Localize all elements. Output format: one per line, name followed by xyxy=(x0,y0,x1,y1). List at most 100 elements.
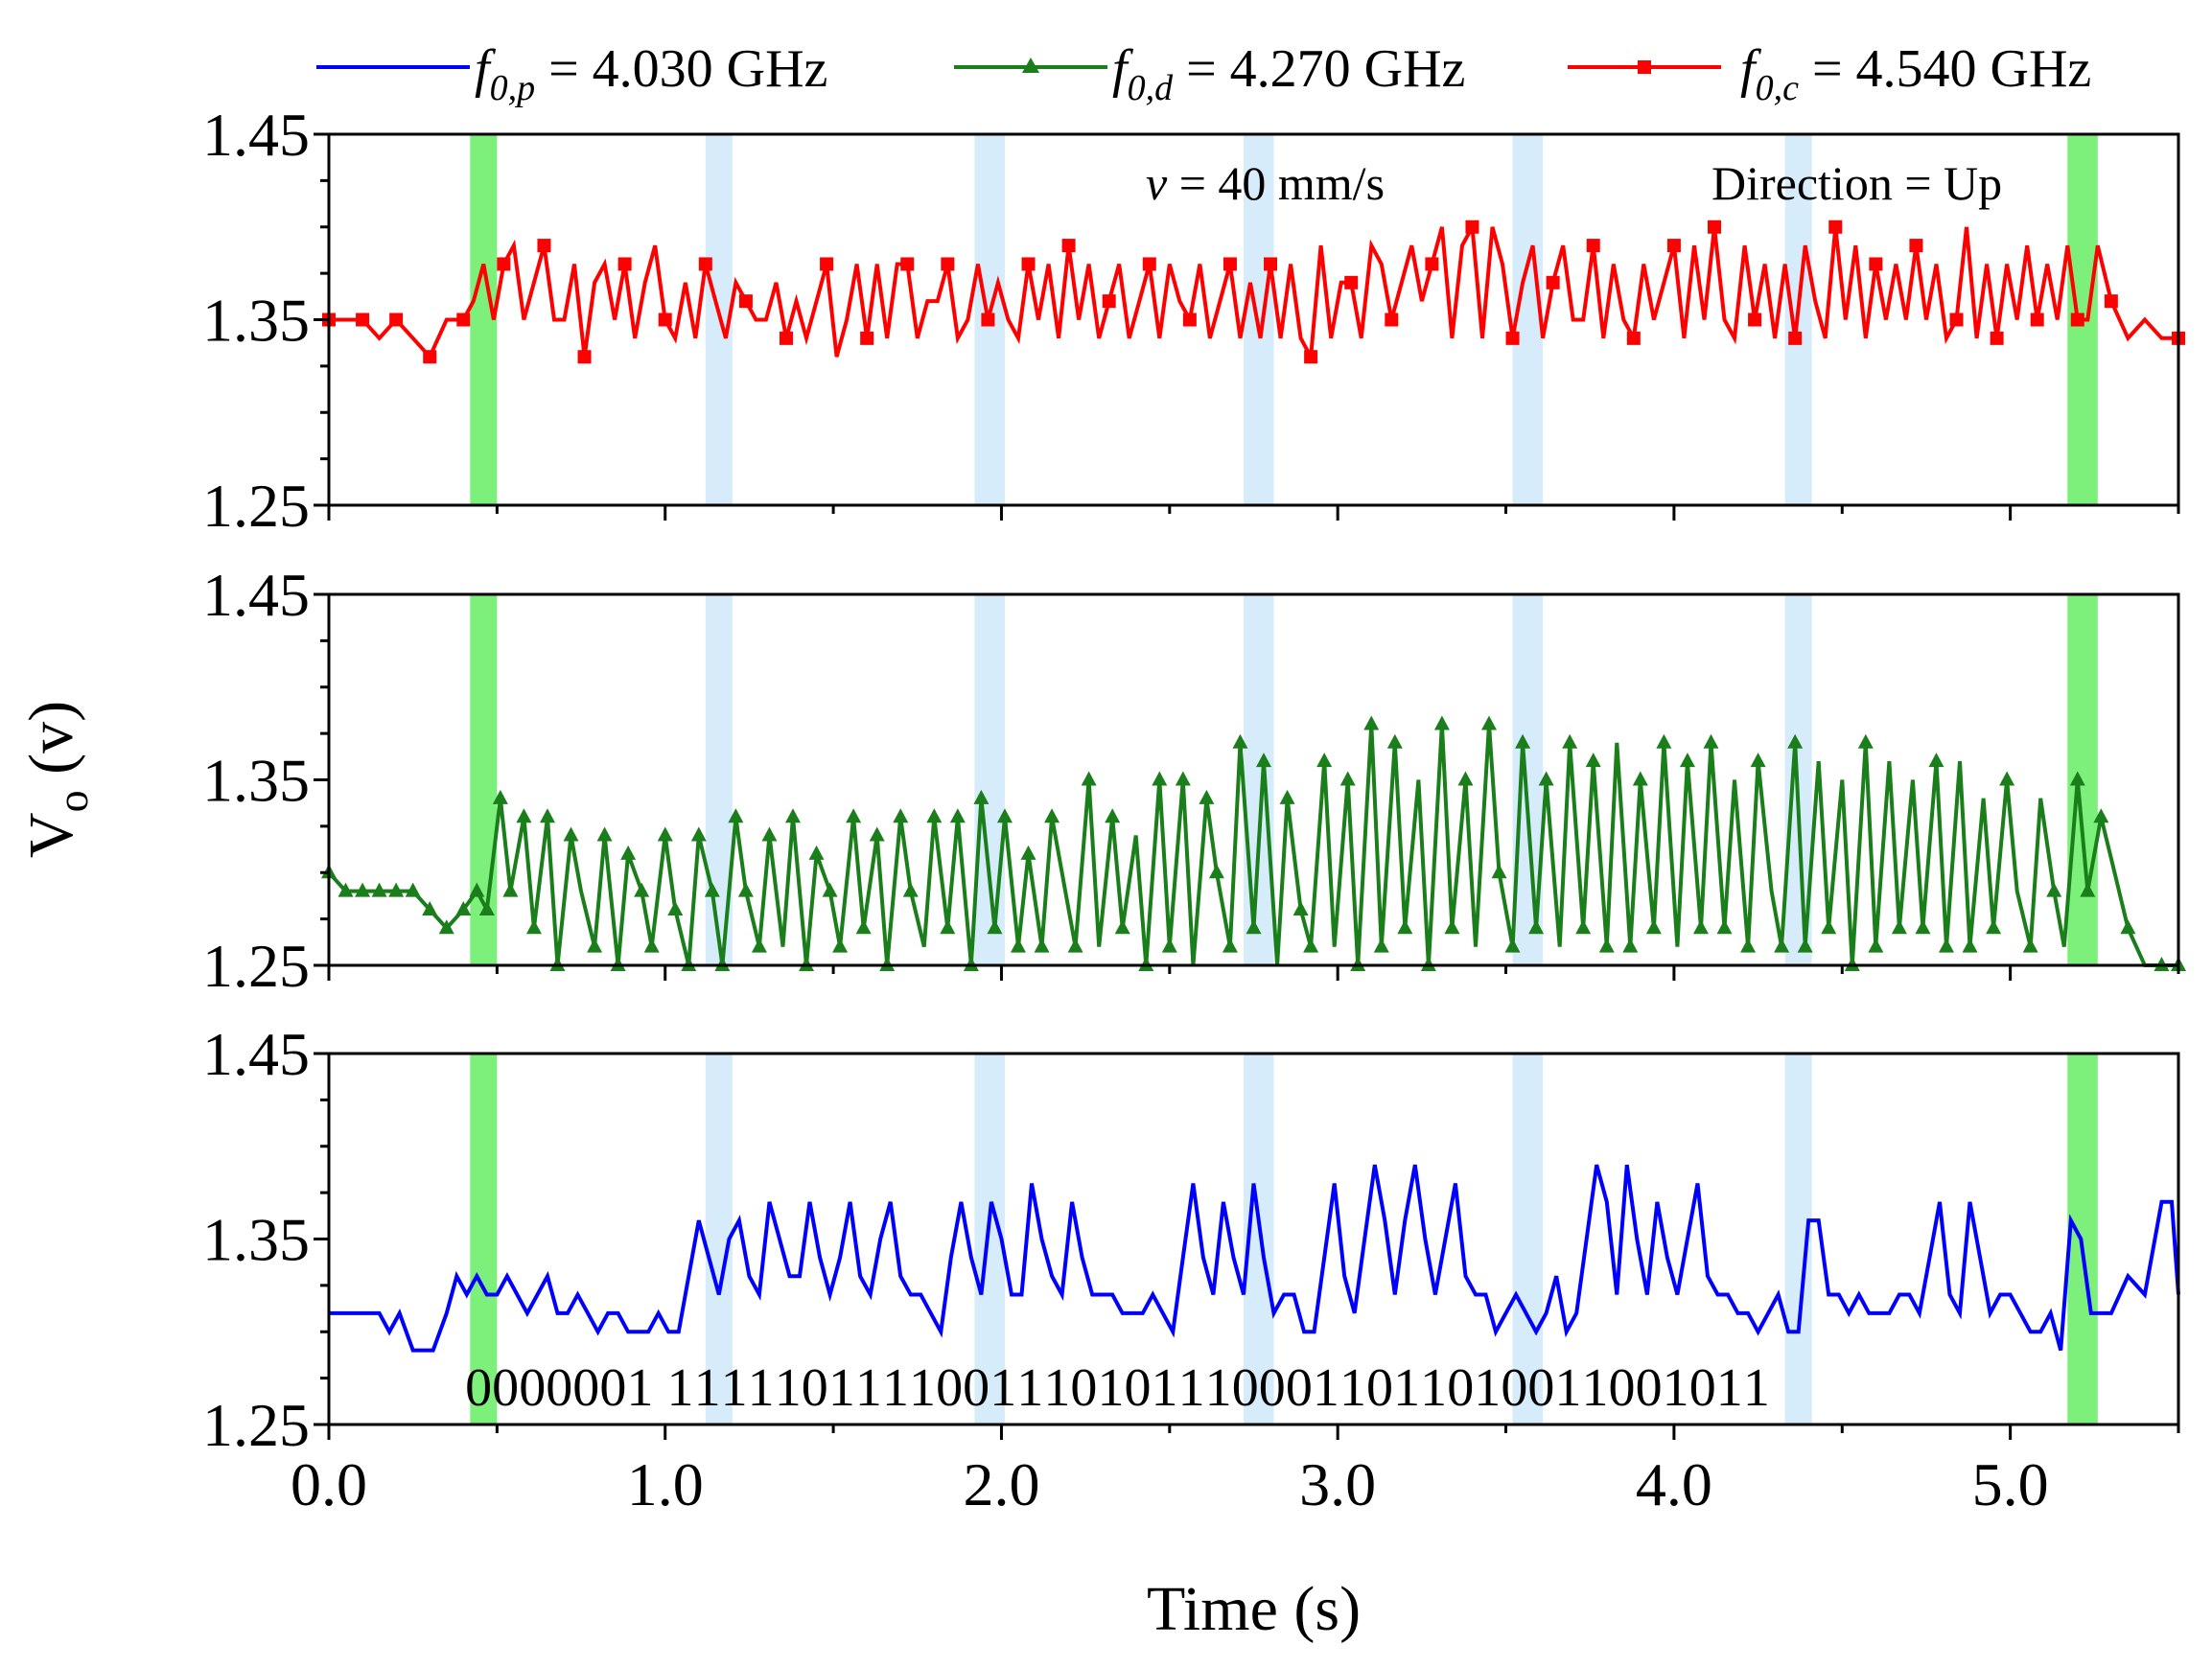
bit-label: 1 xyxy=(748,1358,775,1418)
data-point-f0d xyxy=(1114,919,1130,935)
data-point-f0d xyxy=(2120,919,2136,935)
data-point-f0d xyxy=(1491,864,1507,879)
data-point-f0d xyxy=(1010,938,1026,953)
data-point-f0c xyxy=(1748,313,1762,327)
data-point-f0d xyxy=(1868,938,1884,953)
data-point-f0d xyxy=(1020,845,1036,860)
data-point-f0d xyxy=(469,882,485,897)
y-tick-label: 1.35 xyxy=(202,1206,310,1274)
bit-label: 0 xyxy=(1527,1358,1554,1418)
data-point-f0d xyxy=(728,808,744,823)
bit-label: 1 xyxy=(1043,1358,1070,1418)
x-axis-label: Time (s) xyxy=(1147,1574,1361,1644)
data-point-f0d xyxy=(1034,938,1050,953)
highlight-band-green xyxy=(470,1054,498,1425)
data-point-f0d xyxy=(751,938,767,953)
data-point-f0d xyxy=(808,845,825,860)
data-point-f0d xyxy=(1575,919,1592,935)
data-point-f0d xyxy=(902,882,919,897)
data-point-f0d xyxy=(596,826,613,842)
data-point-f0c xyxy=(389,313,404,327)
x-tick-label: 2.0 xyxy=(963,1450,1039,1518)
bit-label: 1 xyxy=(855,1358,882,1418)
bit-label: 0 xyxy=(1070,1358,1097,1418)
data-point-f0d xyxy=(1152,771,1168,786)
data-point-f0c xyxy=(1021,257,1036,271)
data-point-f0d xyxy=(667,900,684,915)
data-point-f0d xyxy=(502,882,519,897)
data-point-f0d xyxy=(1515,733,1531,749)
bit-label: 0 xyxy=(1609,1358,1636,1418)
data-point-f0c xyxy=(617,257,632,271)
data-point-f0d xyxy=(478,900,495,915)
series-line-f0p xyxy=(329,1164,2180,1353)
data-point-f0d xyxy=(926,808,943,823)
x-tick-label: 1.0 xyxy=(627,1450,704,1518)
bit-label: 0 xyxy=(599,1358,626,1418)
data-point-f0d xyxy=(371,882,387,897)
data-point-f0c xyxy=(941,257,955,271)
data-point-f0d xyxy=(1316,753,1333,768)
data-point-f0c xyxy=(1142,257,1156,271)
annotations: v = 40 mm/s Direction = Up xyxy=(1146,156,2002,210)
bit-label: 0 xyxy=(802,1358,828,1418)
velocity-annotation: v = 40 mm/s xyxy=(1146,156,1385,210)
data-point-f0d xyxy=(1175,771,1191,786)
y-tick-label: 1.25 xyxy=(202,472,310,540)
y-tick-label: 1.25 xyxy=(202,932,310,1000)
data-point-f0c xyxy=(2070,313,2084,327)
y-axis-label: Vo (v) xyxy=(16,701,97,858)
data-point-f0d xyxy=(563,826,579,842)
data-point-f0d xyxy=(1891,919,1907,935)
x-tick-label: 5.0 xyxy=(1972,1450,2049,1518)
data-point-f0d xyxy=(1433,715,1450,730)
data-point-f0d xyxy=(1481,715,1498,730)
data-point-f0d xyxy=(1562,733,1578,749)
panel-f0c: 1.25 1.35 1.45 xyxy=(202,101,2185,540)
bit-label: 0 xyxy=(1366,1358,1393,1418)
data-point-f0c xyxy=(1546,275,1560,290)
bit-label: 0 xyxy=(572,1358,599,1418)
bit-label: 0 xyxy=(1232,1358,1259,1418)
data-point-f0c xyxy=(1626,331,1641,345)
data-point-f0c xyxy=(1465,220,1479,234)
data-point-f0d xyxy=(1457,771,1474,786)
legend-marker xyxy=(1022,58,1039,73)
data-point-f0d xyxy=(405,882,421,897)
data-point-f0d xyxy=(1397,919,1413,935)
legend-label: f0,d = 4.270 GHz xyxy=(1112,39,1465,108)
bit-label: 0 xyxy=(963,1358,990,1418)
data-point-f0d xyxy=(1999,771,2015,786)
bit-label: 1 xyxy=(1474,1358,1501,1418)
y-tick-label: 1.45 xyxy=(202,101,310,169)
data-point-f0d xyxy=(455,900,472,915)
bit-label: 1 xyxy=(694,1358,721,1418)
data-point-f0d xyxy=(1703,733,1719,749)
data-point-f0c xyxy=(2104,294,2118,309)
data-point-f0c xyxy=(1264,257,1278,271)
data-point-f0c xyxy=(497,257,511,271)
data-point-f0c xyxy=(1990,331,2004,345)
data-point-f0c xyxy=(1949,313,1964,327)
bit-label: 1 xyxy=(1554,1358,1581,1418)
data-point-f0c xyxy=(537,239,551,253)
data-point-f0d xyxy=(1656,733,1672,749)
data-point-f0d xyxy=(1373,938,1389,953)
data-point-f0d xyxy=(1750,753,1766,768)
data-point-f0c xyxy=(1304,350,1318,364)
data-point-f0d xyxy=(737,882,754,897)
data-point-f0d xyxy=(587,938,603,953)
data-point-f0d xyxy=(761,826,778,842)
bit-label: 1 xyxy=(667,1358,694,1418)
bit-label: 1 xyxy=(1313,1358,1339,1418)
highlight-band-blue xyxy=(1243,594,1274,965)
data-point-f0d xyxy=(388,882,405,897)
bit-label: 1 xyxy=(1663,1358,1689,1418)
data-point-f0d xyxy=(438,919,454,935)
data-point-f0d xyxy=(1199,789,1215,804)
data-point-f0c xyxy=(820,257,834,271)
bit-label: 1 xyxy=(1339,1358,1366,1418)
data-point-f0c xyxy=(456,313,471,327)
data-point-f0d xyxy=(1232,733,1248,749)
